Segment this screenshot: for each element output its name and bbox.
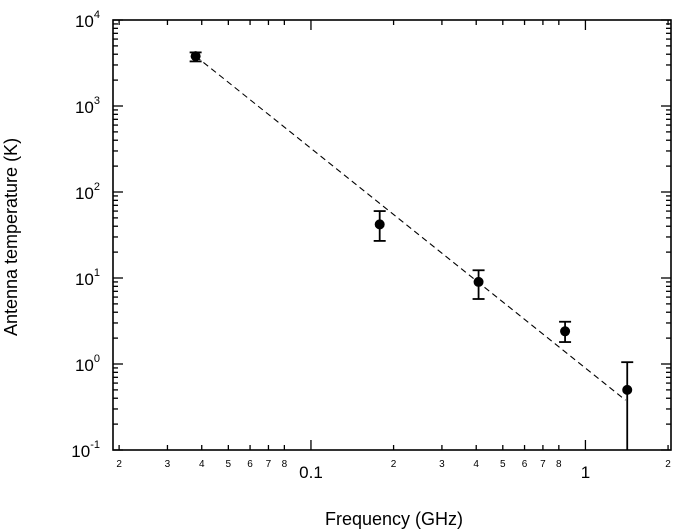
x-axis: 0.1 12 3 4 5 6 7 8 2 3 4 5 6 7 8 2 <box>116 20 671 482</box>
x-minor-tick-label: 3 <box>165 459 171 470</box>
y-tick-label: 103 <box>75 95 100 117</box>
fit-line <box>195 55 626 401</box>
points-layer <box>189 51 634 450</box>
y-tick-label: 10-1 <box>71 439 100 461</box>
data-point <box>560 326 571 337</box>
y-tick-label-exponent: 0 <box>94 353 100 365</box>
x-major-tick-label: 1 <box>581 463 590 482</box>
y-tick-label: 101 <box>75 267 100 289</box>
plot-border <box>112 19 672 451</box>
x-minor-tick-label: 4 <box>199 459 205 470</box>
y-tick-label-base: 10 <box>75 98 94 117</box>
y-tick-label-base: 10 <box>75 184 94 203</box>
x-minor-tick-label: 8 <box>282 459 288 470</box>
y-tick-label: 104 <box>75 9 100 31</box>
y-tick-label-base: 10 <box>71 442 90 461</box>
data-point <box>190 51 201 62</box>
x-minor-tick-label: 8 <box>556 459 562 470</box>
fit-layer <box>195 55 626 401</box>
x-minor-tick-label: 7 <box>266 459 272 470</box>
y-tick-label-exponent: -1 <box>90 439 100 451</box>
y-tick-label: 100 <box>75 353 100 375</box>
y-tick-label-base: 10 <box>75 270 94 289</box>
x-minor-tick-label: 2 <box>116 459 122 470</box>
plot-frame <box>112 19 672 451</box>
y-tick-label-exponent: 2 <box>94 181 100 193</box>
data-point <box>374 219 385 230</box>
data-point <box>473 276 484 287</box>
x-minor-tick-label: 3 <box>439 459 445 470</box>
x-minor-tick-label: 7 <box>540 459 546 470</box>
x-minor-tick-label: 2 <box>391 459 397 470</box>
y-tick-label-exponent: 3 <box>94 95 100 107</box>
x-minor-tick-label: 2 <box>665 459 671 470</box>
x-minor-tick-label: 6 <box>522 459 528 470</box>
y-tick-label-exponent: 1 <box>94 267 100 279</box>
x-minor-tick-label: 6 <box>247 459 253 470</box>
y-axis-title: Antenna temperature (K) <box>1 138 21 336</box>
data-point <box>622 384 633 395</box>
y-tick-label: 102 <box>75 181 100 203</box>
x-minor-tick-label: 5 <box>226 459 232 470</box>
y-tick-label-base: 10 <box>75 12 94 31</box>
y-tick-label-base: 10 <box>75 356 94 375</box>
x-minor-tick-label: 4 <box>473 459 479 470</box>
x-minor-tick-label: 5 <box>500 459 506 470</box>
x-axis-title: Frequency (GHz) <box>325 509 463 529</box>
x-major-tick-label: 0.1 <box>299 463 323 482</box>
y-tick-label-exponent: 4 <box>94 9 100 21</box>
